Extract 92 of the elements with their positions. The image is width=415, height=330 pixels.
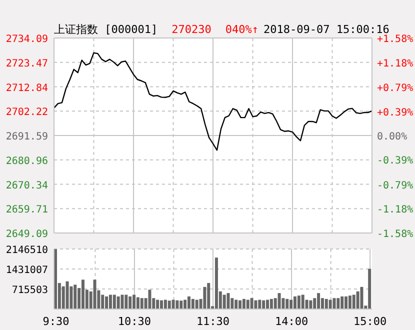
bar — [301, 294, 304, 309]
x-tick-label: 14:00 — [274, 315, 308, 328]
y-tick-label: 2712.84 — [6, 82, 48, 94]
bar — [262, 300, 266, 309]
bar — [184, 300, 187, 309]
bar — [328, 300, 332, 309]
y2-tick-label: -0.39% — [377, 156, 414, 167]
bar — [101, 294, 104, 309]
bar — [270, 298, 273, 309]
y-tick-label: 2649.09 — [6, 229, 48, 240]
bar — [286, 298, 289, 309]
bar — [254, 300, 258, 309]
bar — [180, 300, 183, 309]
bar — [242, 298, 246, 309]
bar — [156, 300, 160, 309]
y-tick-label: 2670.34 — [6, 180, 48, 192]
bar — [360, 286, 364, 309]
y-tick-label: 2723.47 — [6, 58, 48, 70]
bar — [234, 300, 238, 309]
bar — [356, 291, 360, 309]
x-tick-label: 9:30 — [42, 315, 70, 328]
y2-tick-label: +0.39% — [377, 107, 414, 118]
bar — [246, 300, 250, 309]
bar — [226, 293, 230, 309]
bar — [340, 296, 344, 309]
bar — [250, 298, 254, 309]
bar — [238, 300, 242, 309]
bar — [348, 296, 352, 309]
y-tick-label: 2659.71 — [6, 204, 48, 216]
bar — [66, 281, 69, 309]
y2-tick-label: -1.18% — [377, 204, 414, 216]
bar — [116, 296, 120, 309]
y-tick-label: 2734.09 — [6, 34, 48, 45]
bar — [81, 280, 84, 309]
bar — [293, 296, 296, 309]
bar — [214, 258, 218, 309]
y2-tick-label: -0.79% — [377, 180, 414, 192]
bar — [317, 293, 320, 309]
bar — [176, 300, 179, 309]
bar — [172, 300, 175, 309]
bar — [124, 294, 128, 309]
bar — [140, 298, 144, 309]
chart-title: 上证指数 [000001] — [54, 23, 158, 36]
bar — [324, 298, 328, 309]
bar — [187, 296, 190, 309]
bar — [93, 280, 96, 309]
bar — [258, 300, 262, 309]
bar — [74, 284, 77, 309]
y2-tick-label: +1.18% — [377, 58, 414, 70]
bar — [164, 300, 167, 309]
x-tick-label: 15:00 — [353, 315, 387, 328]
bar — [105, 296, 108, 309]
text: 2018-09-07 15:00:16 — [263, 23, 390, 36]
bar — [128, 296, 132, 309]
y-tick-label: 2691.59 — [6, 132, 48, 142]
bar — [266, 300, 269, 309]
bar — [120, 294, 124, 309]
bar — [332, 298, 336, 309]
y-tick-label: 2146510 — [6, 245, 48, 256]
y-tick-label: 715503 — [12, 285, 48, 296]
bar — [290, 300, 293, 309]
line-series — [53, 52, 373, 151]
y-tick-label: 2702.22 — [6, 107, 48, 118]
bar — [132, 294, 136, 309]
bar — [203, 286, 206, 309]
bar — [195, 300, 198, 309]
x-tick-label: 10:30 — [118, 315, 152, 328]
bar — [112, 294, 116, 309]
text: 270230 — [172, 23, 212, 36]
bar — [168, 300, 171, 309]
bar — [160, 300, 163, 309]
bar — [191, 298, 194, 309]
bar — [278, 293, 281, 309]
bar — [336, 298, 340, 309]
bar — [207, 283, 210, 309]
bar — [309, 300, 312, 309]
bar — [108, 294, 112, 309]
text: 040%↑ — [225, 23, 258, 36]
y2-tick-label: 0.00% — [377, 132, 408, 142]
bar — [222, 294, 226, 309]
bar — [297, 296, 300, 309]
bar — [368, 268, 372, 309]
bar — [136, 297, 140, 309]
y-tick-label: 1431007 — [6, 265, 48, 276]
y2-tick-label: +1.58% — [377, 34, 414, 45]
bar — [344, 296, 348, 309]
y2-tick-label: +0.79% — [377, 82, 414, 94]
bar — [148, 290, 152, 309]
x-tick-label: 11:30 — [196, 315, 230, 328]
bar — [352, 294, 356, 309]
y2-tick-label: -1.58% — [377, 229, 414, 240]
y-tick-label: 2680.96 — [6, 156, 48, 167]
